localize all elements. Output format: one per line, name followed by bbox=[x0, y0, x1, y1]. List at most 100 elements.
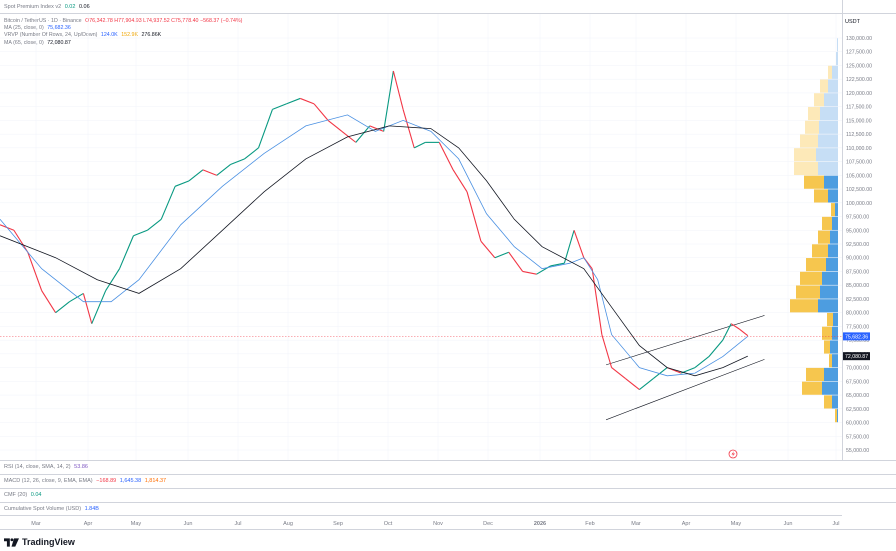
price-tick-label: 112,500.00 bbox=[846, 132, 872, 138]
time-tick-label: Aug bbox=[283, 521, 293, 527]
price-tick-label: 102,500.00 bbox=[846, 187, 872, 193]
price-tick-label: 125,000.00 bbox=[846, 63, 872, 69]
vp-bar-up bbox=[826, 258, 838, 272]
vp-bar-up bbox=[816, 148, 838, 162]
vp-bar-up bbox=[837, 409, 838, 423]
price-segment bbox=[230, 158, 245, 165]
vp-bar-up bbox=[837, 38, 838, 52]
spot-premium-name: Spot Premium Index v2 bbox=[4, 4, 62, 10]
price-tick-label: 115,000.00 bbox=[846, 118, 872, 124]
price-segment bbox=[133, 229, 148, 237]
vp-bar-up bbox=[818, 161, 838, 176]
price-axis-ticks: 130,000.00 127,500.00 125,000.00 122,500.00… bbox=[846, 36, 872, 454]
vp-bar-up bbox=[824, 175, 838, 189]
flash-icon[interactable] bbox=[728, 449, 738, 459]
cmf-pane: CMF (20) 0.04 bbox=[0, 488, 896, 502]
price-segment bbox=[91, 290, 107, 324]
ma65-badge-text: 72,080.87 bbox=[845, 354, 868, 360]
macd-label[interactable]: MACD (12, 26, close, 9, EMA, EMA) −168.8… bbox=[4, 478, 166, 485]
price-segment bbox=[611, 367, 626, 380]
top-pane-axis bbox=[842, 0, 896, 14]
price-segment bbox=[383, 70, 394, 132]
rsi-pane: RSI (14, close, SMA, 14, 2) 53.86 bbox=[0, 460, 896, 474]
currency-label[interactable]: USDT bbox=[845, 19, 860, 25]
price-tick-label: 80,000.00 bbox=[846, 311, 869, 317]
spot-premium-label[interactable]: Spot Premium Index v2 0.02 0.06 bbox=[4, 4, 90, 11]
footer: TradingView bbox=[0, 529, 896, 551]
time-axis[interactable]: Mar Apr May Jun Jul Aug Sep Oct Nov Dec 2026 Feb Mar… bbox=[0, 515, 842, 529]
time-tick-label: Apr bbox=[682, 521, 691, 527]
vp-bar-down bbox=[814, 189, 828, 203]
vp-bar-up bbox=[830, 340, 838, 354]
vrvp-label: VRVP (Number Of Rows, 24, Up/Down) bbox=[4, 32, 98, 39]
price-segment bbox=[708, 339, 724, 357]
rsi-label[interactable]: RSI (14, close, SMA, 14, 2) 53.86 bbox=[4, 464, 88, 471]
trendline bbox=[605, 315, 765, 366]
price-segment bbox=[739, 328, 749, 337]
time-tick-label: Nov bbox=[433, 521, 443, 527]
ma65-row[interactable]: MA (65, close, 0) 72,080.87 bbox=[4, 40, 242, 47]
vp-bar-down bbox=[818, 230, 830, 244]
price-segment bbox=[105, 268, 121, 291]
time-tick-label: Mar bbox=[631, 521, 641, 527]
vp-bar-up bbox=[828, 79, 838, 93]
vp-bar-up bbox=[824, 93, 838, 107]
vp-bar-down bbox=[835, 409, 837, 423]
price-segment bbox=[573, 230, 585, 258]
macd-pane: MACD (12, 26, close, 9, EMA, EMA) −168.8… bbox=[0, 474, 896, 488]
price-segment bbox=[13, 229, 29, 253]
price-chart[interactable]: 130,000.00 127,500.00 125,000.00 122,500.00… bbox=[0, 14, 896, 460]
vp-bar-up bbox=[836, 52, 838, 66]
symbol-row[interactable]: Bitcoin / TetherUS · 1D · Binance O76,34… bbox=[4, 18, 242, 25]
price-segment bbox=[355, 125, 371, 143]
price-segment bbox=[174, 180, 190, 187]
vp-bar-up bbox=[832, 326, 838, 340]
price-tick-label: 85,000.00 bbox=[846, 283, 869, 289]
cvd-name: Cumulative Spot Volume (USD) bbox=[4, 506, 82, 512]
cmf-name: CMF (20) bbox=[4, 492, 28, 498]
price-tick-label: 95,000.00 bbox=[846, 228, 869, 234]
price-segment bbox=[625, 378, 640, 391]
price-segment bbox=[480, 240, 496, 259]
time-tick-label: May bbox=[731, 521, 742, 527]
vp-bar-down bbox=[828, 65, 832, 79]
price-segment bbox=[146, 218, 162, 231]
chart-legend: Bitcoin / TetherUS · 1D · Binance O76,34… bbox=[4, 18, 242, 47]
tradingview-logo[interactable]: TradingView bbox=[4, 537, 75, 547]
macd-line-value: 1,645.38 bbox=[119, 478, 142, 484]
time-tick-label: Sep bbox=[333, 521, 343, 527]
vp-bar-up bbox=[835, 203, 838, 217]
vp-bar-down bbox=[808, 106, 820, 121]
vp-bar-up bbox=[832, 354, 838, 368]
price-segment bbox=[639, 378, 654, 391]
vp-bar-down bbox=[822, 216, 832, 230]
price-tick-label: 77,500.00 bbox=[846, 324, 869, 330]
price-axis-border bbox=[842, 14, 843, 460]
price-tick-label: 107,500.00 bbox=[846, 160, 872, 166]
price-badges: 75,682.36 72,080.87 bbox=[0, 332, 870, 361]
price-segment bbox=[413, 141, 426, 149]
ma25-line bbox=[0, 114, 749, 377]
ma65-line bbox=[0, 125, 748, 377]
vp-bar-down bbox=[804, 175, 824, 189]
vrvp-row[interactable]: VRVP (Number Of Rows, 24, Up/Down) 124.0… bbox=[4, 32, 242, 39]
vp-bar-up bbox=[822, 271, 838, 285]
vp-bar-down bbox=[824, 395, 832, 409]
time-tick-label: Mar bbox=[31, 521, 41, 527]
price-segment bbox=[82, 293, 93, 324]
current-price-badge bbox=[843, 332, 870, 341]
time-axis-ticks: Mar Apr May Jun Jul Aug Sep Oct Nov Dec 2026 Feb Mar… bbox=[31, 521, 839, 527]
cmf-value: 0.04 bbox=[30, 492, 42, 498]
ma25-row[interactable]: MA (25, close, 0) 75,682.36 bbox=[4, 25, 242, 32]
time-tick-label: Apr bbox=[84, 521, 93, 527]
spot-premium-pane: Spot Premium Index v2 0.02 0.06 bbox=[0, 0, 842, 14]
vp-bar-down bbox=[805, 120, 819, 134]
vp-bar-up bbox=[828, 189, 838, 203]
ma25-label: MA (25, close, 0) bbox=[4, 25, 44, 32]
cvd-label[interactable]: Cumulative Spot Volume (USD) 1.84B bbox=[4, 506, 99, 513]
price-segment bbox=[119, 235, 134, 269]
vp-bar-up bbox=[818, 134, 838, 148]
vp-bar-down bbox=[794, 161, 818, 176]
cmf-label[interactable]: CMF (20) 0.04 bbox=[4, 492, 41, 499]
vrvp-down: 152.9K bbox=[121, 32, 138, 39]
